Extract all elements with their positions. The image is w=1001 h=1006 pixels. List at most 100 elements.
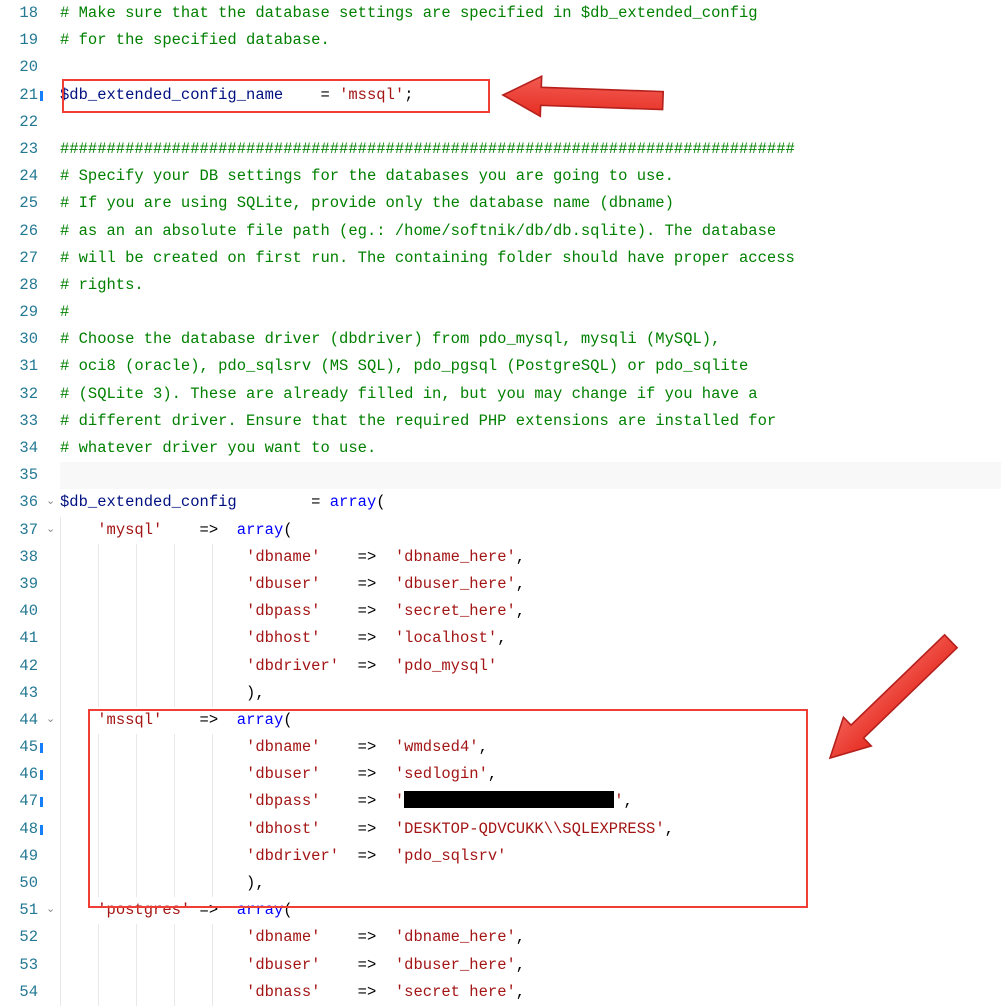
code-line[interactable]: 'dbname' => 'dbname_here', — [60, 924, 1001, 951]
code-line[interactable]: # Make sure that the database settings a… — [60, 0, 1001, 27]
code-line[interactable]: # oci8 (oracle), pdo_sqlsrv (MS SQL), pd… — [60, 353, 1001, 380]
line-number: 23 — [0, 136, 38, 163]
fold-icon[interactable]: ⌄ — [46, 897, 58, 924]
indent-guide — [212, 761, 213, 788]
token: => — [320, 820, 394, 838]
code-line[interactable]: 'dbdriver' => 'pdo_mysql' — [60, 653, 1001, 680]
code-line[interactable]: 'dbname' => 'wmdsed4', — [60, 734, 1001, 761]
line-number: 29 — [0, 299, 38, 326]
indent-guide — [98, 571, 99, 598]
line-number: 30 — [0, 326, 38, 353]
code-area[interactable]: # Make sure that the database settings a… — [60, 0, 1001, 1006]
token: # Specify your DB settings for the datab… — [60, 167, 674, 185]
indent-guide — [174, 816, 175, 843]
indent-guide — [98, 761, 99, 788]
indent-guide — [212, 734, 213, 761]
code-line[interactable]: 'dbpass' => '', — [60, 788, 1001, 815]
indent-guide — [212, 625, 213, 652]
token: 'dbdriver' — [246, 657, 339, 675]
token: 'dbuser' — [246, 765, 320, 783]
token: , — [479, 738, 488, 756]
code-line[interactable]: 'dbdriver' => 'pdo_sqlsrv' — [60, 843, 1001, 870]
code-line[interactable]: 'dbname' => 'dbname_here', — [60, 544, 1001, 571]
indent-guide — [60, 897, 61, 924]
token: 'dbname' — [246, 928, 320, 946]
code-line[interactable]: # (SQLite 3). These are already filled i… — [60, 381, 1001, 408]
token: 'dbuser' — [246, 575, 320, 593]
code-line[interactable]: ⌄$db_extended_config = array( — [60, 489, 1001, 516]
line-number: 45 — [0, 734, 38, 761]
code-line[interactable]: ⌄ 'mysql' => array( — [60, 517, 1001, 544]
code-line[interactable] — [60, 109, 1001, 136]
indent-guide — [60, 598, 61, 625]
indent-guide — [98, 680, 99, 707]
token: ( — [283, 711, 292, 729]
token: => — [320, 983, 394, 1001]
code-line[interactable]: 'dbhost' => 'DESKTOP-QDVCUKK\\SQLEXPRESS… — [60, 816, 1001, 843]
token: 'dbuser_here' — [395, 575, 516, 593]
indent-guide — [136, 843, 137, 870]
code-line[interactable]: # Specify your DB settings for the datab… — [60, 163, 1001, 190]
fold-icon[interactable]: ⌄ — [46, 707, 58, 734]
indent-guide — [136, 571, 137, 598]
modified-marker — [40, 743, 43, 753]
code-line[interactable]: # rights. — [60, 272, 1001, 299]
token: $db_extended_config — [60, 493, 237, 511]
code-line[interactable]: 'dbhost' => 'localhost', — [60, 625, 1001, 652]
token — [60, 765, 246, 783]
fold-icon[interactable]: ⌄ — [46, 489, 58, 516]
code-line[interactable]: ⌄ 'postgres' => array( — [60, 897, 1001, 924]
code-line[interactable] — [60, 54, 1001, 81]
token: 'dbhost' — [246, 820, 320, 838]
indent-guide — [174, 761, 175, 788]
code-line[interactable]: # for the specified database. — [60, 27, 1001, 54]
token: => — [162, 711, 236, 729]
code-line[interactable]: # different driver. Ensure that the requ… — [60, 408, 1001, 435]
line-number: 18 — [0, 0, 38, 27]
code-line[interactable]: # whatever driver you want to use. — [60, 435, 1001, 462]
code-line[interactable]: 'dbuser' => 'dbuser_here', — [60, 571, 1001, 598]
token: , — [516, 602, 525, 620]
code-line[interactable]: ), — [60, 680, 1001, 707]
token — [60, 983, 246, 1001]
indent-guide — [136, 924, 137, 951]
code-line[interactable]: ⌄ 'mssql' => array( — [60, 707, 1001, 734]
token: ' — [614, 792, 623, 810]
token: => — [320, 629, 394, 647]
code-line[interactable]: # — [60, 299, 1001, 326]
token: 'wmdsed4' — [395, 738, 479, 756]
token: # will be created on first run. The cont… — [60, 249, 795, 267]
token: array — [237, 711, 284, 729]
fold-icon[interactable]: ⌄ — [46, 517, 58, 544]
token: ), — [60, 684, 265, 702]
token: 'postgres' — [97, 901, 190, 919]
indent-guide — [174, 680, 175, 707]
indent-guide — [136, 653, 137, 680]
token: 'dbpass' — [246, 792, 320, 810]
code-line[interactable]: 'dbnass' => 'secret here', — [60, 979, 1001, 1006]
token — [60, 629, 246, 647]
token: => — [320, 575, 394, 593]
line-number: 39 — [0, 571, 38, 598]
code-line[interactable]: 'dbpass' => 'secret_here', — [60, 598, 1001, 625]
token: , — [488, 765, 497, 783]
token: 'localhost' — [395, 629, 497, 647]
code-line[interactable]: $db_extended_config_name = 'mssql'; — [60, 82, 1001, 109]
code-line[interactable]: ########################################… — [60, 136, 1001, 163]
code-line[interactable]: # as an an absolute file path (eg.: /hom… — [60, 218, 1001, 245]
code-line[interactable]: 'dbuser' => 'dbuser_here', — [60, 952, 1001, 979]
code-line[interactable]: 'dbuser' => 'sedlogin', — [60, 761, 1001, 788]
modified-marker — [40, 770, 43, 780]
indent-guide — [212, 979, 213, 1006]
indent-guide — [60, 625, 61, 652]
code-line[interactable]: # If you are using SQLite, provide only … — [60, 190, 1001, 217]
line-number: 52 — [0, 924, 38, 951]
code-line[interactable]: ), — [60, 870, 1001, 897]
token: array — [237, 521, 284, 539]
token — [60, 711, 97, 729]
code-line[interactable] — [60, 462, 1001, 489]
code-line[interactable]: # will be created on first run. The cont… — [60, 245, 1001, 272]
code-line[interactable]: # Choose the database driver (dbdriver) … — [60, 326, 1001, 353]
line-number: 36 — [0, 489, 38, 516]
token: # If you are using SQLite, provide only … — [60, 194, 674, 212]
